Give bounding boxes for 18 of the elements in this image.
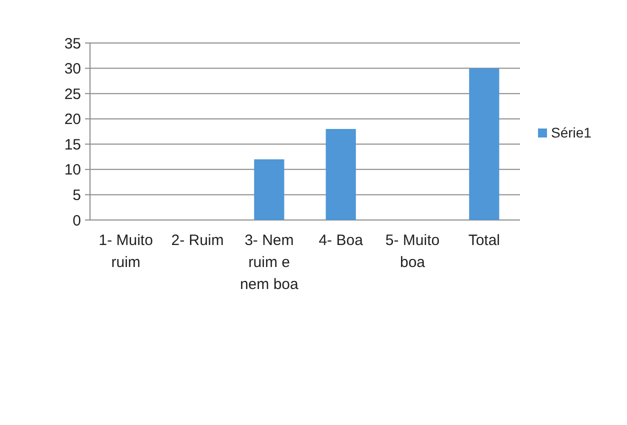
bar <box>326 128 356 220</box>
y-tick-label: 35 <box>64 35 81 52</box>
y-tick-label: 30 <box>64 60 81 78</box>
y-tick-label: 25 <box>64 86 81 103</box>
y-tick-label: 10 <box>64 162 81 179</box>
y-tick-label: 20 <box>64 111 81 128</box>
y-tick-label: 5 <box>72 186 81 204</box>
x-tick-label: Total <box>468 232 500 249</box>
x-tick-label: 5- Muito boa <box>385 232 440 271</box>
x-tick-label: 3- Nem ruim e nem boa <box>240 232 300 293</box>
y-tick-label: 15 <box>64 136 81 154</box>
legend-label: Série1 <box>551 124 592 140</box>
bar <box>469 68 500 220</box>
y-tick-label: 0 <box>72 212 81 230</box>
bar <box>254 159 284 220</box>
x-tick-label: 4- Boa <box>318 232 364 249</box>
x-tick-label: 1- Muito ruim <box>98 232 153 271</box>
x-tick-label: 2- Ruim <box>171 232 224 249</box>
